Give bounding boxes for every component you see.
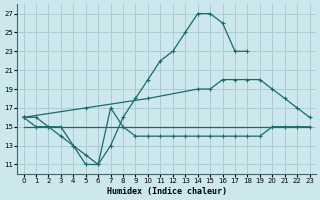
X-axis label: Humidex (Indice chaleur): Humidex (Indice chaleur) <box>107 187 227 196</box>
